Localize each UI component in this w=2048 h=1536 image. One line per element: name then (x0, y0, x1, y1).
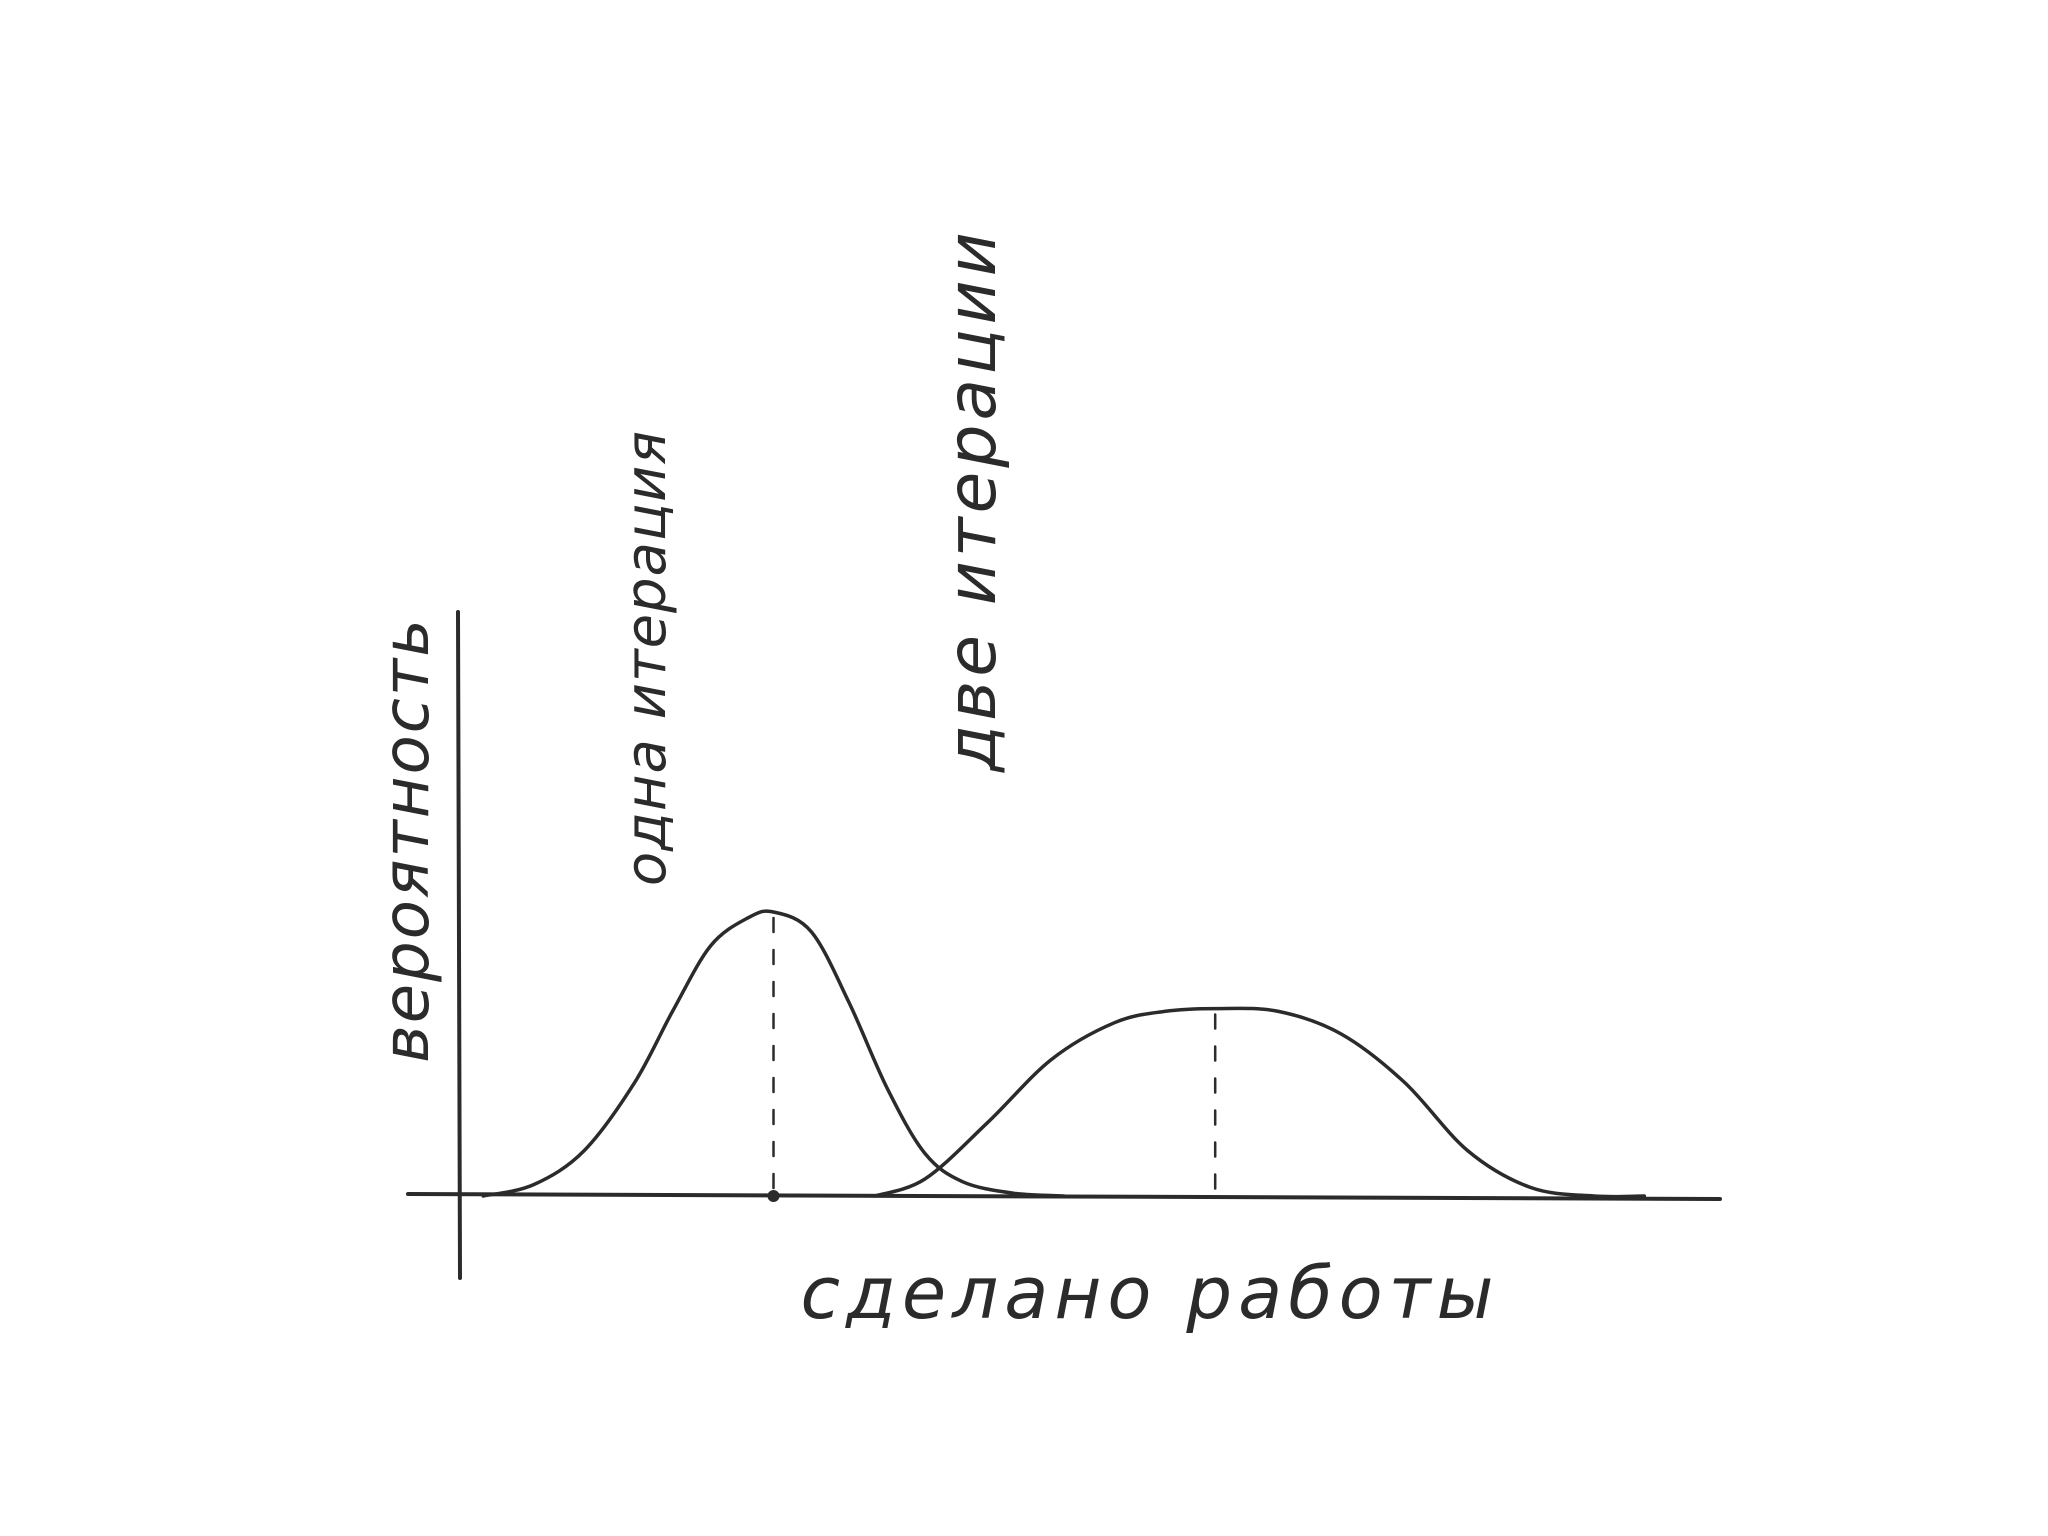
y-axis-label: вероятность (370, 617, 444, 1063)
series-curve-0 (481, 909, 1066, 1198)
series-labels: одна итерация две итерации (614, 228, 1012, 886)
peak-markers (767, 916, 1217, 1202)
series-curve-1 (872, 1006, 1647, 1199)
peak-tick-0 (767, 1190, 780, 1202)
series-label-one-iteration: одна итерация (614, 430, 679, 886)
axes (406, 610, 1722, 1280)
series-label-two-iterations: две итерации (933, 228, 1012, 773)
y-axis (456, 610, 462, 1280)
x-axis-label: сделано работы (801, 1251, 1500, 1335)
curves (481, 909, 1647, 1199)
